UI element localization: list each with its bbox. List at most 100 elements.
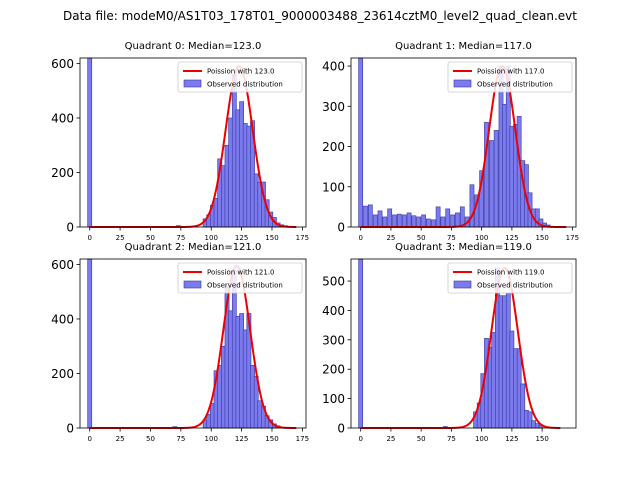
quadrant-2-legend-bar-label: Observed distribution xyxy=(207,282,283,290)
quadrant-3-legend-box xyxy=(447,262,573,294)
quadrant-1-bar xyxy=(358,57,364,228)
quadrant-1-xtick-label: 25 xyxy=(386,234,395,242)
quadrant-3-xtick-label: 150 xyxy=(535,435,548,443)
quadrant-0-xtick-label: 100 xyxy=(205,234,218,242)
quadrant-1-bar xyxy=(392,214,397,228)
quadrant-0-title: Quadrant 0: Median=123.0 xyxy=(125,41,262,52)
quadrant-1-bar xyxy=(440,216,446,228)
quadrant-3-axes-frame xyxy=(350,258,577,429)
quadrant-1-bar xyxy=(367,204,373,228)
quadrant-0-xtick-label: 25 xyxy=(116,234,125,242)
quadrant-0-ytick-label: 600 xyxy=(51,57,74,71)
quadrant-3-title: Quadrant 3: Median=119.0 xyxy=(395,242,532,253)
quadrant-1-xtick-label: 125 xyxy=(505,234,518,242)
quadrant-1-bar xyxy=(382,216,388,228)
quadrant-1-legend-bar-label: Observed distribution xyxy=(477,81,553,89)
quadrant-1-bar xyxy=(469,184,475,228)
quadrant-1-xtick-label: 150 xyxy=(535,234,548,242)
quadrant-1-xtick-label: 100 xyxy=(475,234,488,242)
quadrant-3-xtick-label: 100 xyxy=(475,435,488,443)
quadrant-0-xtick-label: 75 xyxy=(176,234,185,242)
quadrant-1-bar xyxy=(387,208,393,228)
quadrant-3-ytick-label: 300 xyxy=(322,333,345,347)
quadrant-2-axes-frame xyxy=(79,258,307,429)
quadrant-1-bar xyxy=(455,212,460,228)
quadrant-1-bar xyxy=(406,212,412,228)
quadrant-2-xtick-label: 150 xyxy=(265,435,278,443)
quadrant-3-ytick-label: 100 xyxy=(322,392,345,406)
quadrant-0-ytick-label: 0 xyxy=(66,221,74,235)
quadrant-1-ytick-label: 300 xyxy=(322,100,345,114)
quadrant-1-bar xyxy=(421,214,426,228)
quadrant-3-bar xyxy=(358,258,364,429)
quadrant-0-legend: Poission with 123.0 Observed distribution xyxy=(177,61,303,93)
quadrant-0-bar xyxy=(87,57,93,228)
quadrant-0-xtick-label: 125 xyxy=(235,234,248,242)
quadrant-1-ytick-label: 0 xyxy=(337,221,345,235)
quadrant-0-xtick-label: 50 xyxy=(146,234,155,242)
quadrant-0-legend-bar-label: Observed distribution xyxy=(207,81,283,89)
quadrant-3-xtick-label: 125 xyxy=(505,435,518,443)
quadrant-0-ytick-label: 200 xyxy=(51,166,74,180)
quadrant-3-xtick-label: 0 xyxy=(358,435,362,443)
quadrant-1-chart: Quadrant 1: Median=117.0 0 25 50 75 100 125 150… xyxy=(322,41,579,242)
quadrant-2-ytick-label: 0 xyxy=(66,422,74,436)
quadrant-3-ytick-label: 0 xyxy=(337,422,345,436)
quadrant-1-ytick-label: 100 xyxy=(322,180,345,194)
quadrant-2-ytick-label: 600 xyxy=(51,258,74,272)
quadrant-1-legend-bar-swatch xyxy=(453,79,472,88)
quadrant-2-title: Quadrant 2: Median=121.0 xyxy=(125,242,262,253)
quadrant-1-bar xyxy=(416,216,422,228)
quadrant-1-bar xyxy=(450,214,455,228)
quadrant-2-xtick-label: 25 xyxy=(116,435,125,443)
quadrant-2-xtick-label: 175 xyxy=(296,435,309,443)
quadrant-1-xtick-label: 50 xyxy=(417,234,426,242)
quadrant-3-legend-line-label: Poission with 119.0 xyxy=(477,269,545,277)
quadrant-3-chart: Quadrant 3: Median=119.0 0 25 50 75 100 125 150… xyxy=(322,242,577,443)
quadrant-2-legend: Poission with 121.0 Observed distribution xyxy=(177,262,303,294)
quadrant-2-xtick-label: 100 xyxy=(205,435,218,443)
quadrant-3-xtick-label: 50 xyxy=(417,435,426,443)
quadrant-1-bar xyxy=(435,206,441,228)
quadrant-2-ytick-label: 400 xyxy=(51,312,74,326)
quadrant-1-bar xyxy=(426,218,431,228)
quadrant-2-legend-line-label: Poission with 121.0 xyxy=(207,269,275,277)
quadrant-1-bar xyxy=(493,130,499,228)
quadrant-3-legend-bar-label: Observed distribution xyxy=(477,282,553,290)
quadrant-1-xtick-label: 75 xyxy=(447,234,456,242)
quadrant-2-xtick-label: 125 xyxy=(235,435,248,443)
quadrant-1-bar xyxy=(430,219,436,228)
quadrant-2-bar xyxy=(87,258,93,429)
quadrant-0-legend-box xyxy=(177,61,303,93)
quadrant-3-ytick-label: 400 xyxy=(322,304,345,318)
quadrant-0-legend-bar-swatch xyxy=(183,79,202,88)
quadrant-1-bar xyxy=(372,214,378,228)
quadrant-2-xtick-label: 50 xyxy=(146,435,155,443)
quadrant-1-legend: Poission with 117.0 Observed distribution xyxy=(447,61,573,93)
quadrant-3-legend: Poission with 119.0 Observed distribution xyxy=(447,262,573,294)
quadrant-0-xtick-label: 175 xyxy=(296,234,309,242)
quadrant-3-legend-bar-swatch xyxy=(453,280,472,289)
quadrant-2-xtick-label: 75 xyxy=(176,435,185,443)
figure-suptitle: Data file: modeM0/AS1T03_178T01_90000034… xyxy=(63,9,577,23)
quadrant-3-xtick-label: 25 xyxy=(386,435,395,443)
quadrant-1-bar xyxy=(363,205,368,228)
quadrant-2-ytick-label: 200 xyxy=(51,367,74,381)
quadrant-2-legend-box xyxy=(177,262,303,294)
quadrant-0-chart: Quadrant 0: Median=123.0 0 25 50 75 100 125 150… xyxy=(51,41,309,242)
quadrant-1-title: Quadrant 1: Median=117.0 xyxy=(395,41,532,52)
quadrant-1-bar xyxy=(445,208,451,228)
quadrant-1-xtick-label: 0 xyxy=(358,234,362,242)
quadrant-1-xtick-label: 175 xyxy=(566,234,579,242)
quadrant-1-axes-frame xyxy=(350,57,577,228)
quadrant-3-ytick-label: 500 xyxy=(322,275,345,289)
quadrant-1-bar xyxy=(488,140,494,228)
quadrant-1-bar xyxy=(377,210,383,228)
quadrant-1-bar xyxy=(411,215,417,228)
quadrant-1-legend-line-label: Poission with 117.0 xyxy=(477,68,545,76)
quadrant-0-ytick-label: 400 xyxy=(51,111,74,125)
quadrant-2-chart: Quadrant 2: Median=121.0 0 25 50 75 100 125 150… xyxy=(51,242,309,443)
quadrant-0-xtick-label: 150 xyxy=(265,234,278,242)
quadrant-1-ytick-label: 400 xyxy=(322,60,345,74)
